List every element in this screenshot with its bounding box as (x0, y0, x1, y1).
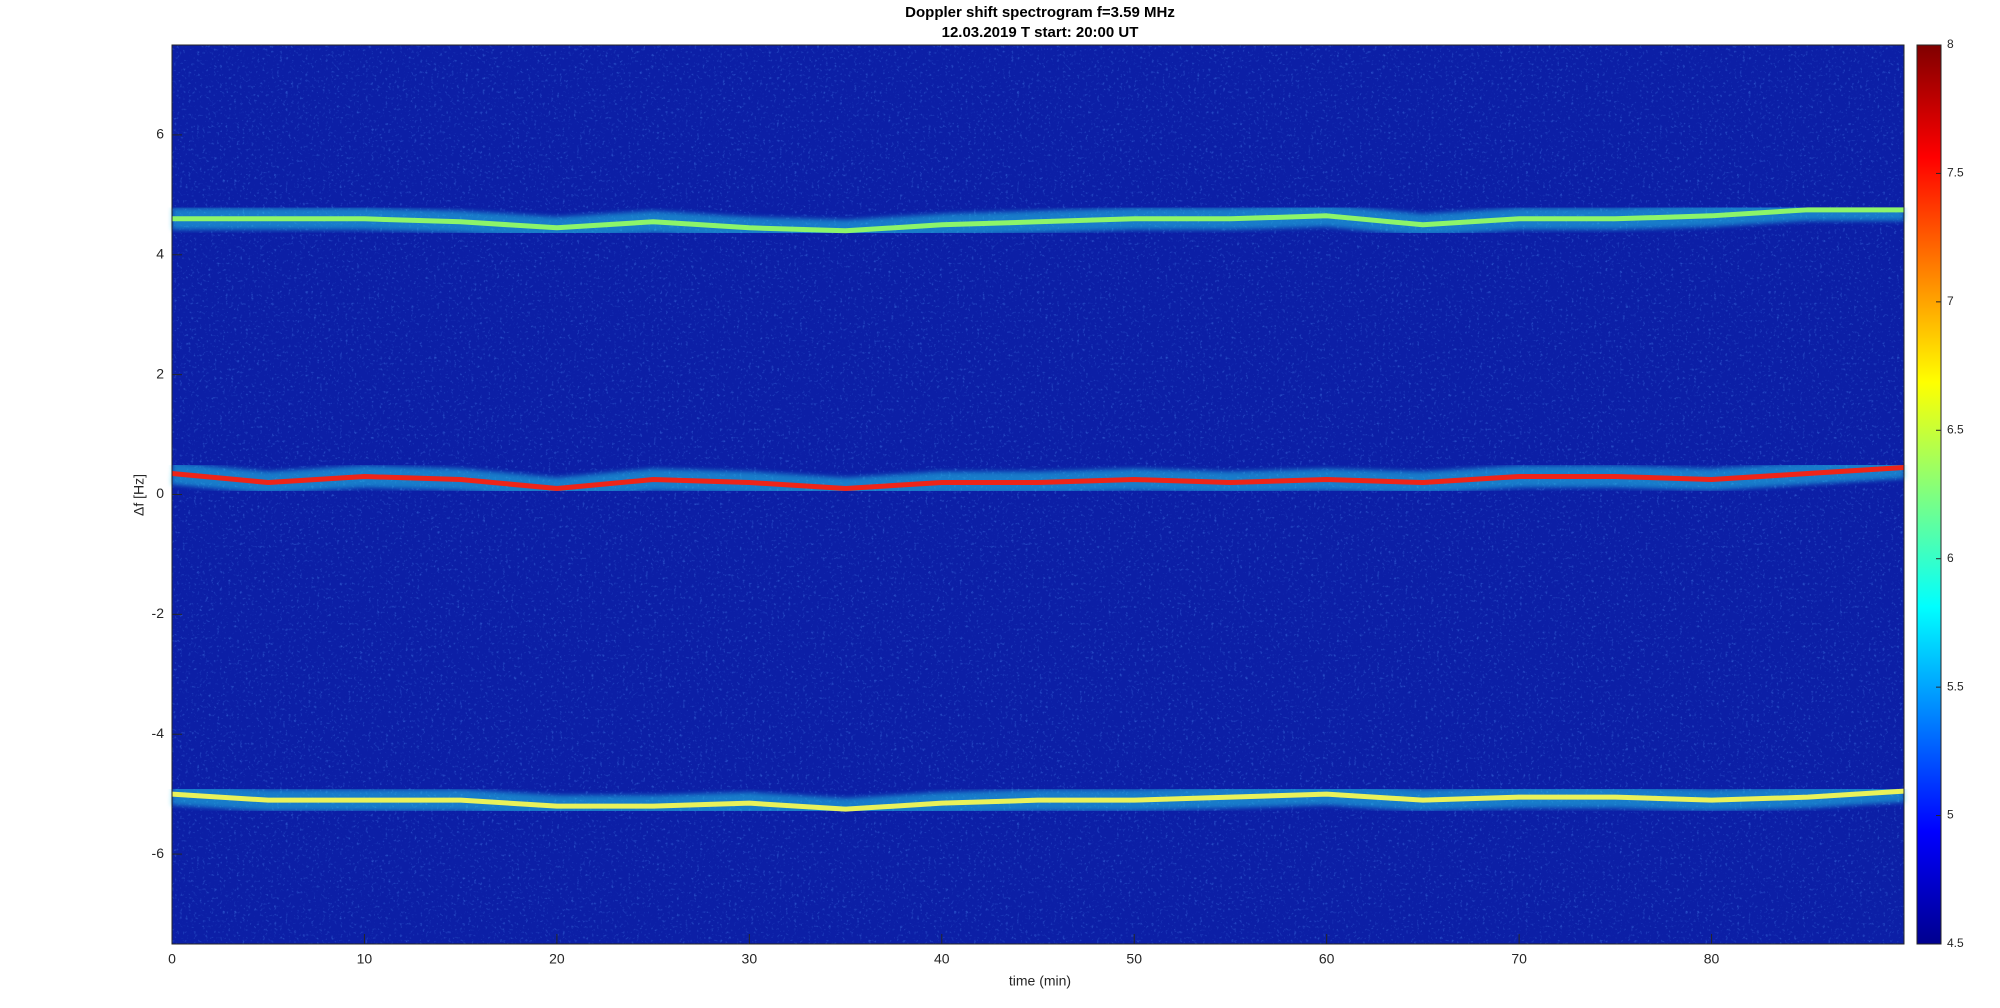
colorbar-tick-label: 5 (1947, 808, 1954, 822)
x-tick-label: 80 (1704, 951, 1720, 967)
x-tick-label: 30 (742, 951, 758, 967)
colorbar-tick-label: 4.5 (1947, 936, 1964, 950)
x-tick-label: 60 (1319, 951, 1335, 967)
colorbar-tick-label: 8 (1947, 37, 1954, 51)
x-tick-label: 70 (1511, 951, 1527, 967)
x-tick-label: 20 (549, 951, 565, 967)
colorbar-tick-label: 6 (1947, 551, 1954, 565)
colorbar-tick-label: 6.5 (1947, 422, 1964, 436)
y-axis-label: Δf [Hz] (131, 474, 147, 516)
trace (172, 207, 1904, 234)
y-tick-label: 4 (156, 245, 164, 261)
y-tick-label: -6 (152, 845, 165, 861)
chart-subtitle: 12.03.2019 T start: 20:00 UT (942, 24, 1139, 41)
x-axis-label: time (min) (1009, 973, 1071, 989)
colorbar (1916, 44, 1942, 945)
y-tick-label: -4 (152, 725, 165, 741)
x-tick-label: 10 (357, 951, 373, 967)
colorbar-tick-label: 7 (1947, 294, 1954, 308)
y-tick-label: -2 (152, 605, 165, 621)
chart-title: Doppler shift spectrogram f=3.59 MHz (905, 4, 1175, 21)
trace (171, 465, 1905, 492)
colorbar-tick-label: 5.5 (1947, 679, 1964, 693)
x-tick-label: 50 (1126, 951, 1142, 967)
x-tick-label: 40 (934, 951, 950, 967)
y-tick-label: 6 (156, 126, 164, 142)
y-tick-label: 2 (156, 365, 164, 381)
colorbar-tick-label: 7.5 (1947, 166, 1964, 180)
trace (171, 788, 1905, 812)
x-tick-label: 0 (168, 951, 176, 967)
y-tick-label: 0 (156, 485, 164, 501)
